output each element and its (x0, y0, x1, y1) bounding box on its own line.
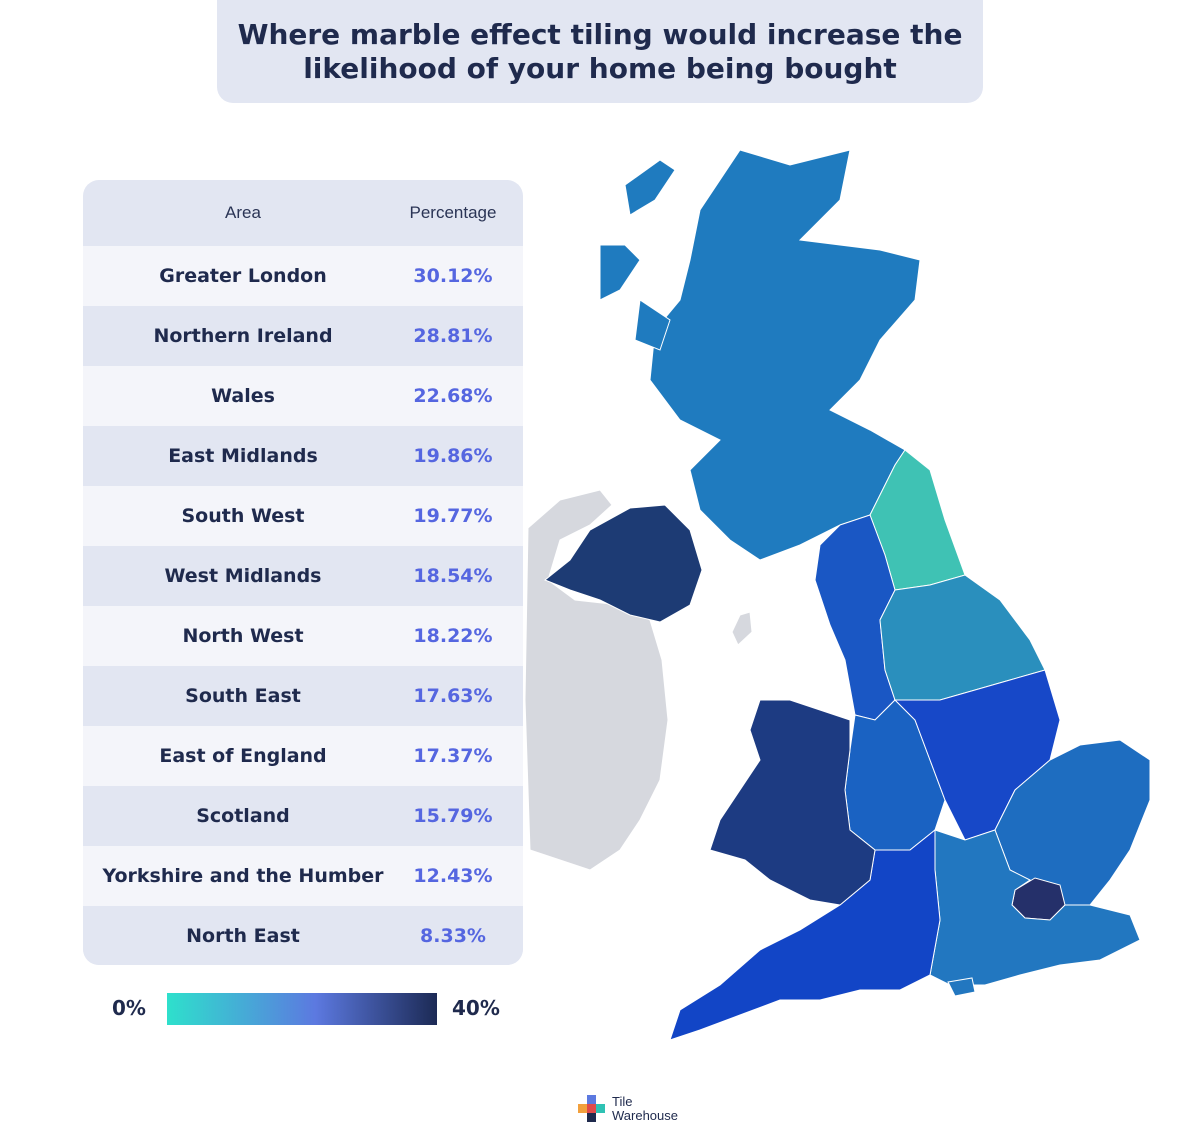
cell-percentage: 18.54% (413, 565, 493, 587)
legend-min-label: 0% (112, 996, 146, 1020)
cell-percentage: 12.43% (413, 865, 493, 887)
table-row: Greater London 30.12% (83, 246, 523, 306)
table-row: North West 18.22% (83, 606, 523, 666)
legend-gradient-bar (167, 993, 437, 1025)
tile-warehouse-logo: Tile Warehouse (578, 1095, 678, 1123)
legend-max-label: 40% (452, 996, 500, 1020)
cell-percentage: 28.81% (413, 325, 493, 347)
logo-line-1: Tile (612, 1094, 633, 1109)
table-row: Northern Ireland 28.81% (83, 306, 523, 366)
cell-percentage: 22.68% (413, 385, 493, 407)
table-row: East Midlands 19.86% (83, 426, 523, 486)
cell-area: North West (182, 625, 304, 647)
region-isle-of-wight (947, 977, 976, 997)
cell-area: Yorkshire and the Humber (102, 865, 384, 887)
cell-percentage: 17.37% (413, 745, 493, 767)
region-scotland-islands (599, 159, 676, 351)
cell-area: Wales (211, 385, 275, 407)
table-row: South East 17.63% (83, 666, 523, 726)
cell-area: South East (185, 685, 301, 707)
region-northern-ireland (544, 504, 703, 623)
table-header: Area Percentage (83, 180, 523, 246)
cell-area: Northern Ireland (153, 325, 333, 347)
region-south-east (929, 829, 1141, 986)
logo-mark-icon (578, 1095, 606, 1123)
cell-area: Greater London (159, 265, 327, 287)
table-row: South West 19.77% (83, 486, 523, 546)
cell-percentage: 15.79% (413, 805, 493, 827)
cell-percentage: 19.77% (413, 505, 493, 527)
table-row: East of England 17.37% (83, 726, 523, 786)
cell-area: Scotland (196, 805, 290, 827)
table-row: Scotland 15.79% (83, 786, 523, 846)
header-area: Area (225, 203, 261, 222)
cell-percentage: 17.63% (413, 685, 493, 707)
cell-percentage: 8.33% (420, 925, 486, 947)
cell-percentage: 18.22% (413, 625, 493, 647)
cell-area: West Midlands (164, 565, 322, 587)
table-row: Wales 22.68% (83, 366, 523, 426)
region-south-west (669, 828, 941, 1041)
table-body: Greater London 30.12% Northern Ireland 28.8… (83, 246, 523, 965)
table-row: North East 8.33% (83, 906, 523, 965)
table-row: Yorkshire and the Humber 12.43% (83, 846, 523, 906)
cell-percentage: 30.12% (413, 265, 493, 287)
cell-percentage: 19.86% (413, 445, 493, 467)
region-republic-of-ireland (524, 489, 669, 871)
title-banner: Where marble effect tiling would increas… (217, 0, 983, 103)
header-percentage: Percentage (409, 203, 497, 222)
logo-text: Tile Warehouse (612, 1095, 678, 1123)
logo-line-2: Warehouse (612, 1108, 678, 1123)
cell-area: North East (186, 925, 300, 947)
page-title: Where marble effect tiling would increas… (237, 17, 963, 85)
percentage-table: Area Percentage Greater London 30.12% Nort… (83, 180, 523, 965)
cell-area: South West (181, 505, 305, 527)
cell-area: East Midlands (168, 445, 318, 467)
cell-area: East of England (159, 745, 327, 767)
region-wales (709, 699, 876, 906)
table-row: West Midlands 18.54% (83, 546, 523, 606)
region-isle-of-man (731, 611, 753, 646)
